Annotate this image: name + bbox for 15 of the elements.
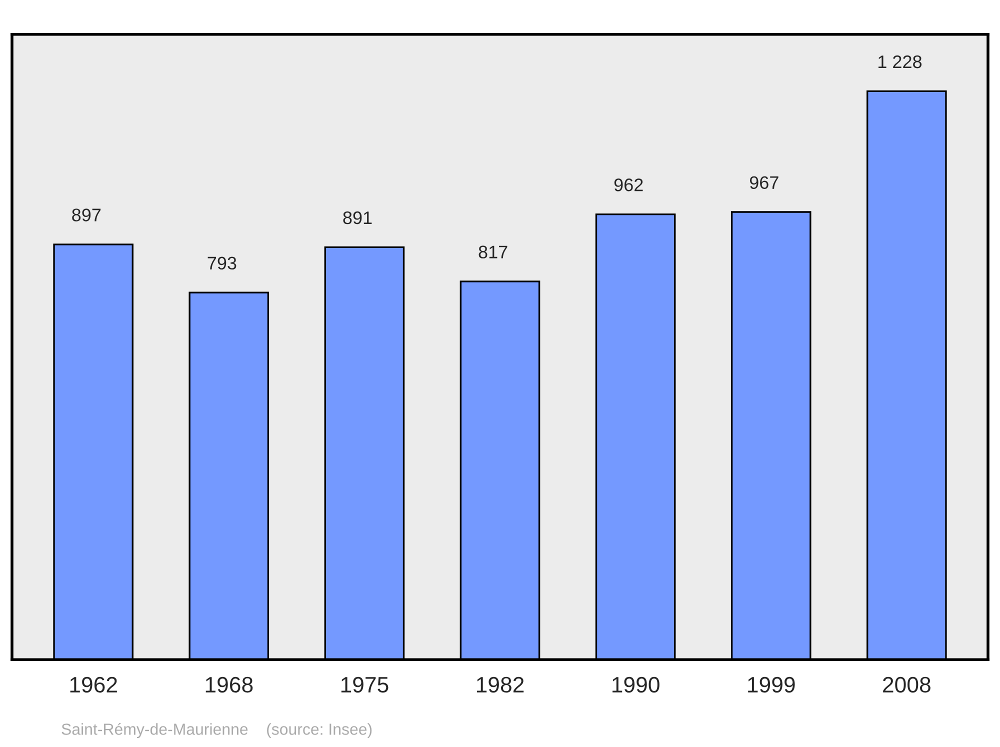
data-label: 891 [343, 211, 372, 224]
data-label: 817 [478, 246, 508, 258]
data-label: 793 [208, 256, 236, 270]
x-tick-label: 1968 [206, 676, 253, 693]
x-tick-label: 1990 [612, 676, 660, 693]
x-tick-label: 1999 [748, 676, 795, 693]
x-tick-label: 1982 [476, 676, 524, 693]
x-tick-label: 1975 [341, 676, 388, 693]
data-label: 1 228 [878, 55, 922, 68]
data-label: 967 [750, 176, 778, 189]
text: Saint-Rémy-de-Maurienne (source: Insee) [62, 722, 372, 738]
x-tick-label: 2008 [883, 676, 930, 693]
data-label: 962 [614, 178, 643, 192]
x-tick-label: 1962 [70, 676, 117, 693]
data-label: 897 [72, 208, 101, 222]
